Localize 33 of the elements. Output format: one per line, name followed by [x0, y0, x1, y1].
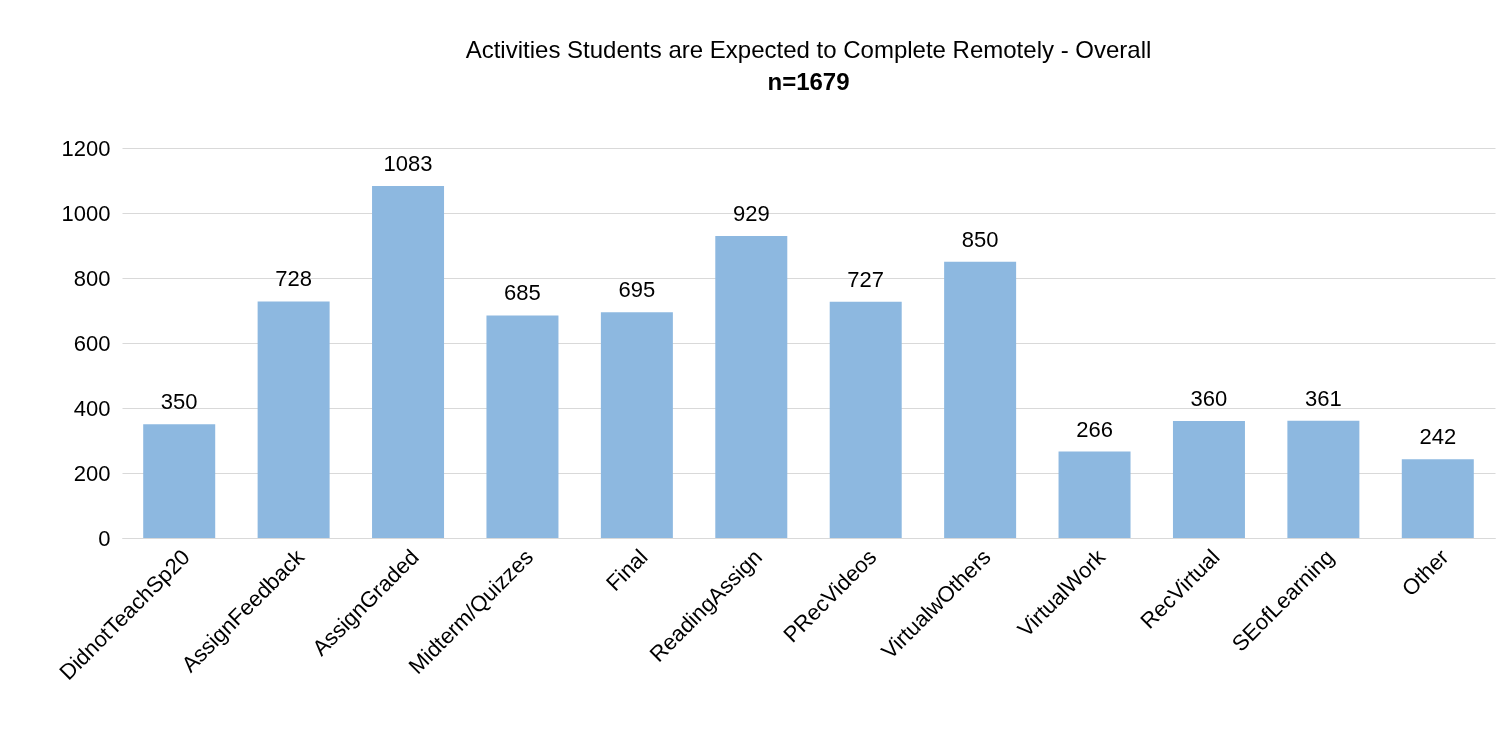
chart-title: Activities Students are Expected to Complete Remotely - Overall	[465, 36, 1152, 63]
bar	[257, 301, 330, 538]
y-tick-label: 200	[73, 460, 111, 486]
data-label: 685	[504, 280, 541, 306]
data-label: 728	[275, 266, 312, 292]
y-tick-label: 800	[73, 265, 111, 291]
bar	[372, 186, 445, 538]
chart-subtitle: n=1679	[767, 68, 850, 95]
data-label: 242	[1419, 424, 1457, 450]
bar	[715, 236, 788, 538]
bar	[600, 312, 673, 538]
y-tick-label: 1200	[61, 135, 111, 161]
data-label: 361	[1305, 385, 1342, 411]
bar	[1058, 451, 1131, 538]
data-label: 929	[732, 201, 770, 227]
data-label: 1083	[383, 151, 433, 177]
data-label: 695	[618, 277, 656, 303]
bar	[143, 424, 216, 538]
data-label: 850	[961, 226, 999, 252]
data-label: 360	[1190, 386, 1228, 411]
y-tick-label: 1000	[61, 200, 111, 226]
bar	[944, 261, 1017, 538]
data-label: 727	[847, 266, 885, 292]
y-tick-label: 0	[98, 525, 111, 551]
bar	[1172, 421, 1245, 538]
bar	[486, 315, 559, 538]
y-tick-label: 400	[73, 395, 111, 421]
data-label: 266	[1076, 416, 1113, 442]
bar	[1401, 459, 1474, 538]
y-tick-label: 600	[73, 330, 111, 356]
data-label: 350	[160, 389, 198, 415]
bar	[829, 301, 902, 538]
bar	[1287, 420, 1360, 538]
